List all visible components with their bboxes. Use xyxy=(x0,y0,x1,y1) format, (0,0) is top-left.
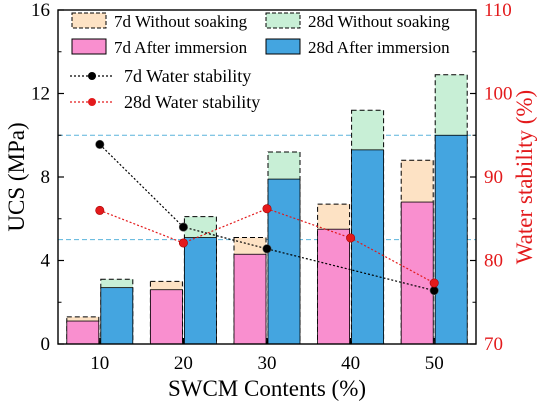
x-tick-label-30: 30 xyxy=(258,353,277,374)
point-7d-water-stability-10 xyxy=(95,139,105,149)
right-tick-label-70: 70 xyxy=(484,334,503,355)
x-axis-label: SWCM Contents (%) xyxy=(168,376,366,401)
right-tick-label-90: 90 xyxy=(484,167,503,188)
bars xyxy=(66,74,468,345)
bar-7d-after-immersion-50 xyxy=(400,201,434,345)
legend-label-28d-after-immersion: 28d After immersion xyxy=(308,38,450,57)
point-28d-water-stability-20 xyxy=(178,238,188,248)
legend-swatch-7d-without-soaking xyxy=(71,12,107,29)
y-tick-label-12: 12 xyxy=(31,84,50,105)
x-tick-label-50: 50 xyxy=(425,353,444,374)
legend: 7d Without soaking 28d Without soaking 7d … xyxy=(70,12,450,112)
right-tick-label-80: 80 xyxy=(484,251,503,272)
legend-label-28d-water-stability: 28d Water stability xyxy=(124,92,260,112)
point-28d-water-stability-10 xyxy=(95,205,105,215)
legend-marker-7d-water-stability xyxy=(88,72,96,80)
right-tick-label-110: 110 xyxy=(484,0,512,21)
y-tick-label-8: 8 xyxy=(41,167,51,188)
bar-7d-after-immersion-30 xyxy=(233,253,267,345)
legend-swatch-7d-after-immersion xyxy=(71,38,107,55)
y-tick-label-16: 16 xyxy=(31,0,50,21)
water-stability-lines xyxy=(95,139,439,296)
y-tick-label-0: 0 xyxy=(41,334,51,355)
axes: 0 4 8 12 16 70 80 90 100 110 10 20 30 40 50 xyxy=(31,0,513,374)
bar-28d-after-immersion-30 xyxy=(267,178,301,345)
legend-label-28d-without-soaking: 28d Without soaking xyxy=(308,12,450,31)
x-tick-label-40: 40 xyxy=(341,353,360,374)
legend-label-7d-water-stability: 7d Water stability xyxy=(124,66,251,86)
y-tick-label-4: 4 xyxy=(41,251,51,272)
right-y-axis-label: Water stability (%) xyxy=(512,90,537,264)
legend-swatch-28d-without-soaking xyxy=(265,12,301,29)
legend-marker-28d-water-stability xyxy=(88,98,96,106)
bar-7d-after-immersion-20 xyxy=(149,289,183,345)
y-axis-label: UCS (MPa) xyxy=(4,122,29,231)
bar-28d-after-immersion-10 xyxy=(100,287,134,345)
point-28d-water-stability-50 xyxy=(429,278,439,288)
legend-label-7d-without-soaking: 7d Without soaking xyxy=(114,12,248,31)
x-tick-label-20: 20 xyxy=(174,353,193,374)
legend-swatch-28d-after-immersion xyxy=(265,38,301,55)
bar-28d-after-immersion-20 xyxy=(183,237,217,345)
bar-7d-after-immersion-40 xyxy=(317,228,351,345)
bar-28d-after-immersion-50 xyxy=(434,134,468,345)
line-7d-water-stability xyxy=(99,144,435,292)
point-7d-water-stability-30 xyxy=(262,244,272,254)
bar-7d-after-immersion-10 xyxy=(66,320,100,345)
legend-label-7d-after-immersion: 7d After immersion xyxy=(114,38,248,57)
point-7d-water-stability-50 xyxy=(429,286,439,296)
point-7d-water-stability-20 xyxy=(178,222,188,232)
point-28d-water-stability-40 xyxy=(346,233,356,243)
bar-28d-after-immersion-40 xyxy=(351,149,385,345)
x-tick-label-10: 10 xyxy=(90,353,109,374)
point-28d-water-stability-30 xyxy=(262,204,272,214)
right-tick-label-100: 100 xyxy=(484,84,513,105)
